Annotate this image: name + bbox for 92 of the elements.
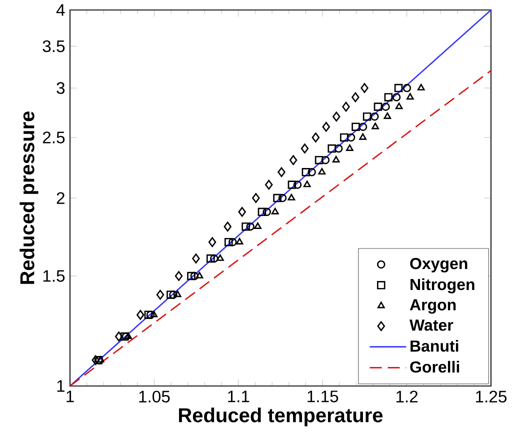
point (384, 112, 392, 120)
point (352, 92, 360, 102)
point (359, 133, 367, 140)
point (196, 272, 204, 278)
point (124, 332, 132, 339)
x-tick-label: 1.15 (308, 390, 338, 402)
point (352, 122, 360, 131)
point (303, 180, 311, 188)
point (384, 93, 393, 102)
point (166, 290, 175, 299)
point (300, 144, 309, 154)
point (302, 168, 310, 176)
point (252, 193, 260, 203)
point (92, 355, 100, 366)
legend-label: Water (410, 320, 454, 331)
point (382, 102, 390, 111)
point (402, 84, 412, 92)
point (314, 156, 324, 164)
point (358, 122, 368, 131)
point (258, 208, 266, 216)
point (362, 112, 372, 121)
point (288, 180, 296, 189)
point (394, 84, 403, 92)
point (374, 102, 382, 111)
point (271, 208, 279, 214)
point (293, 180, 302, 189)
point (321, 156, 330, 164)
point (114, 332, 123, 342)
point (224, 238, 233, 246)
point (346, 133, 356, 142)
point (332, 112, 340, 122)
y-tick-label: 3 (56, 82, 65, 94)
legend-label: Gorelli (410, 360, 460, 373)
point (136, 310, 144, 320)
y-axis-title: Reduced pressure (20, 111, 38, 284)
point (278, 167, 286, 178)
legend-label: Argon (410, 299, 456, 314)
x-tick-label: 1.2 (396, 390, 418, 402)
point (208, 237, 216, 248)
point (289, 155, 298, 166)
point (254, 222, 262, 229)
y-tick-label: 2 (56, 192, 64, 204)
point (340, 133, 348, 142)
y-tick-label: 3.5 (42, 40, 65, 52)
legend-label: Oxygen (410, 258, 468, 272)
point (312, 132, 320, 142)
point (192, 254, 200, 264)
x-tick-label: 1 (66, 390, 74, 402)
y-tick-label: 1 (57, 380, 64, 392)
point (334, 144, 343, 153)
point (318, 168, 326, 175)
point (156, 290, 164, 300)
point (417, 84, 425, 90)
point (206, 254, 215, 263)
point (273, 194, 282, 202)
y-tick-label: 4 (56, 4, 65, 16)
point (392, 93, 401, 102)
point (224, 222, 232, 232)
x-axis-title: Reduced temperature (179, 408, 383, 426)
point (262, 208, 271, 216)
x-tick-label: 1.25 (476, 390, 507, 402)
point (216, 254, 224, 261)
point (372, 122, 379, 130)
point (144, 310, 153, 319)
point (395, 102, 403, 110)
point (360, 83, 368, 93)
point (246, 222, 254, 231)
y-tick-label: 2.5 (42, 132, 65, 144)
point (406, 93, 414, 100)
point (242, 222, 250, 231)
point (238, 206, 246, 217)
point (150, 310, 158, 318)
legend-label: Banuti (410, 340, 458, 352)
point (265, 180, 273, 190)
point (174, 271, 183, 281)
point (370, 112, 379, 121)
x-tick-label: 1.1 (228, 390, 250, 402)
point (288, 194, 296, 200)
point (342, 102, 350, 112)
point (236, 238, 244, 244)
point (228, 238, 237, 246)
x-tick-label: 1.05 (139, 390, 170, 402)
point (174, 290, 182, 298)
point (278, 194, 287, 202)
point (322, 122, 330, 132)
point (332, 156, 340, 162)
point (346, 144, 354, 151)
point (328, 144, 336, 153)
point (308, 168, 316, 176)
legend-label: Nitrogen (410, 278, 474, 294)
point (187, 272, 196, 280)
y-tick-label: 1.5 (43, 270, 65, 282)
